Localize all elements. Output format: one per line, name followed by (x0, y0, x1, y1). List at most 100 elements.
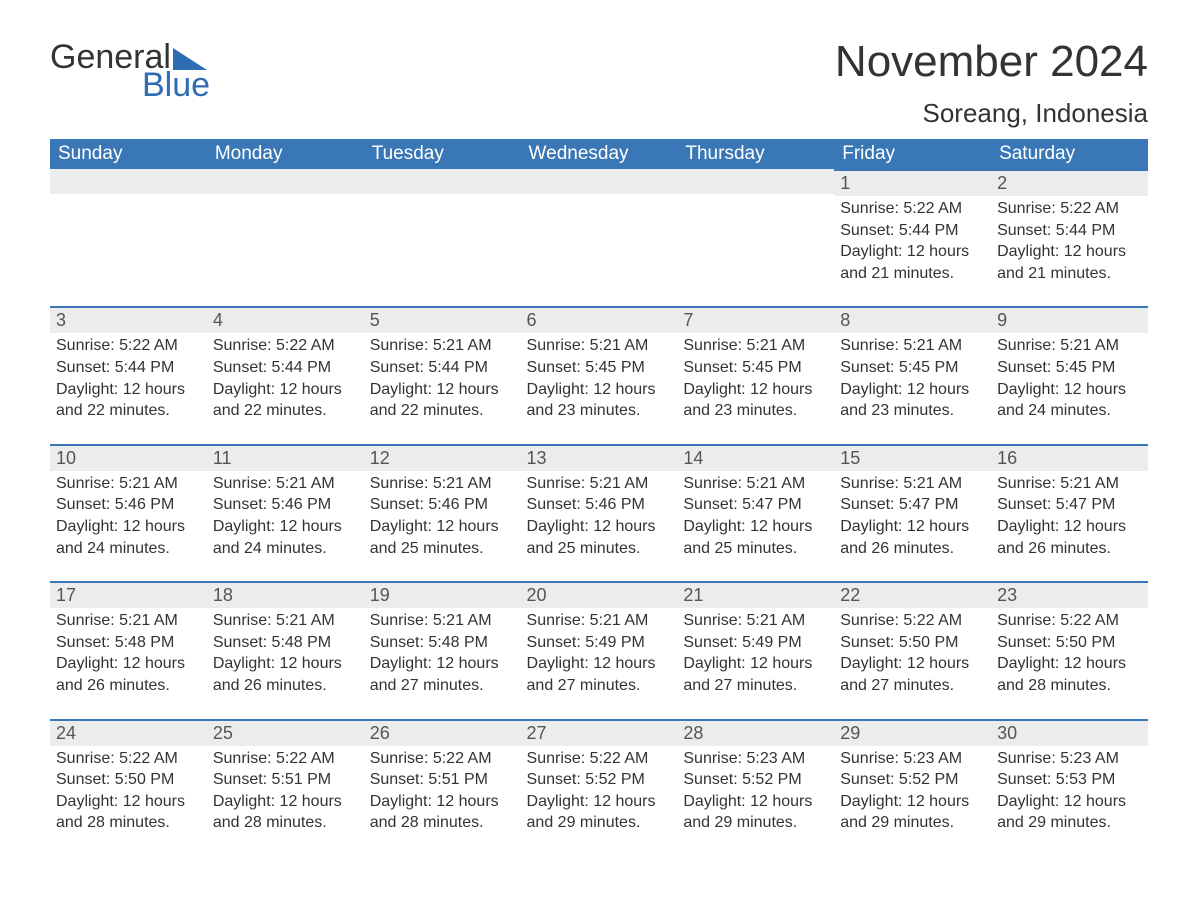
sunset-line: Sunset: 5:44 PM (213, 357, 358, 379)
day-details: Sunrise: 5:21 AMSunset: 5:49 PMDaylight:… (677, 608, 834, 696)
brand-word-blue: Blue (142, 68, 210, 102)
daylight-line-1: Daylight: 12 hours (997, 516, 1142, 538)
day-number: 29 (834, 719, 991, 746)
day-number: 20 (521, 581, 678, 608)
day-number: 11 (207, 444, 364, 471)
day-number: 7 (677, 306, 834, 333)
daylight-line-2: and 26 minutes. (997, 538, 1142, 560)
sunrise-line: Sunrise: 5:21 AM (683, 335, 828, 357)
calendar-day-cell: 21Sunrise: 5:21 AMSunset: 5:49 PMDayligh… (677, 581, 834, 718)
calendar-day-cell: 20Sunrise: 5:21 AMSunset: 5:49 PMDayligh… (521, 581, 678, 718)
daylight-line-2: and 28 minutes. (370, 812, 515, 834)
calendar-day-cell: 24Sunrise: 5:22 AMSunset: 5:50 PMDayligh… (50, 719, 207, 856)
weekday-friday: Friday (834, 139, 991, 169)
day-details: Sunrise: 5:22 AMSunset: 5:51 PMDaylight:… (364, 746, 521, 834)
calendar-day-cell (50, 169, 207, 306)
daylight-line-2: and 27 minutes. (370, 675, 515, 697)
daylight-line-2: and 26 minutes. (840, 538, 985, 560)
day-number: 19 (364, 581, 521, 608)
day-details: Sunrise: 5:21 AMSunset: 5:46 PMDaylight:… (364, 471, 521, 559)
day-details: Sunrise: 5:21 AMSunset: 5:47 PMDaylight:… (834, 471, 991, 559)
calendar-day-cell: 11Sunrise: 5:21 AMSunset: 5:46 PMDayligh… (207, 444, 364, 581)
daylight-line-2: and 26 minutes. (213, 675, 358, 697)
day-details: Sunrise: 5:21 AMSunset: 5:45 PMDaylight:… (991, 333, 1148, 421)
month-title: November 2024 (835, 40, 1148, 84)
daylight-line-2: and 29 minutes. (997, 812, 1142, 834)
sunset-line: Sunset: 5:45 PM (840, 357, 985, 379)
day-details: Sunrise: 5:22 AMSunset: 5:51 PMDaylight:… (207, 746, 364, 834)
daylight-line-1: Daylight: 12 hours (683, 791, 828, 813)
day-number: 18 (207, 581, 364, 608)
daylight-line-1: Daylight: 12 hours (527, 379, 672, 401)
calendar-week-row: 10Sunrise: 5:21 AMSunset: 5:46 PMDayligh… (50, 444, 1148, 581)
daylight-line-1: Daylight: 12 hours (56, 516, 201, 538)
daylight-line-1: Daylight: 12 hours (840, 791, 985, 813)
sunset-line: Sunset: 5:48 PM (56, 632, 201, 654)
daylight-line-2: and 25 minutes. (683, 538, 828, 560)
day-details: Sunrise: 5:21 AMSunset: 5:49 PMDaylight:… (521, 608, 678, 696)
calendar-day-cell: 27Sunrise: 5:22 AMSunset: 5:52 PMDayligh… (521, 719, 678, 856)
day-number: 4 (207, 306, 364, 333)
sunset-line: Sunset: 5:47 PM (997, 494, 1142, 516)
day-number: 13 (521, 444, 678, 471)
sunset-line: Sunset: 5:47 PM (840, 494, 985, 516)
sunset-line: Sunset: 5:48 PM (213, 632, 358, 654)
sunset-line: Sunset: 5:47 PM (683, 494, 828, 516)
daylight-line-1: Daylight: 12 hours (213, 653, 358, 675)
brand-logo: General Blue (50, 40, 210, 102)
sunset-line: Sunset: 5:46 PM (213, 494, 358, 516)
day-number: 1 (834, 169, 991, 196)
daylight-line-2: and 23 minutes. (840, 400, 985, 422)
sunrise-line: Sunrise: 5:21 AM (683, 610, 828, 632)
calendar-table: Sunday Monday Tuesday Wednesday Thursday… (50, 139, 1148, 856)
day-details: Sunrise: 5:21 AMSunset: 5:48 PMDaylight:… (207, 608, 364, 696)
sunrise-line: Sunrise: 5:22 AM (997, 198, 1142, 220)
sunset-line: Sunset: 5:53 PM (997, 769, 1142, 791)
sunrise-line: Sunrise: 5:21 AM (840, 335, 985, 357)
daylight-line-1: Daylight: 12 hours (840, 653, 985, 675)
sunset-line: Sunset: 5:45 PM (683, 357, 828, 379)
day-number: 12 (364, 444, 521, 471)
daylight-line-1: Daylight: 12 hours (370, 379, 515, 401)
day-details: Sunrise: 5:23 AMSunset: 5:52 PMDaylight:… (677, 746, 834, 834)
page: General Blue November 2024 Soreang, Indo… (0, 0, 1188, 896)
day-number: 10 (50, 444, 207, 471)
calendar-day-cell: 29Sunrise: 5:23 AMSunset: 5:52 PMDayligh… (834, 719, 991, 856)
sunrise-line: Sunrise: 5:21 AM (527, 473, 672, 495)
day-details: Sunrise: 5:21 AMSunset: 5:48 PMDaylight:… (50, 608, 207, 696)
calendar-day-cell: 23Sunrise: 5:22 AMSunset: 5:50 PMDayligh… (991, 581, 1148, 718)
calendar-day-cell: 10Sunrise: 5:21 AMSunset: 5:46 PMDayligh… (50, 444, 207, 581)
daylight-line-2: and 28 minutes. (213, 812, 358, 834)
sunset-line: Sunset: 5:46 PM (527, 494, 672, 516)
day-details: Sunrise: 5:21 AMSunset: 5:47 PMDaylight:… (991, 471, 1148, 559)
weekday-sunday: Sunday (50, 139, 207, 169)
sunset-line: Sunset: 5:46 PM (370, 494, 515, 516)
sunset-line: Sunset: 5:44 PM (56, 357, 201, 379)
calendar-day-cell: 25Sunrise: 5:22 AMSunset: 5:51 PMDayligh… (207, 719, 364, 856)
daylight-line-2: and 21 minutes. (840, 263, 985, 285)
sunset-line: Sunset: 5:48 PM (370, 632, 515, 654)
sunrise-line: Sunrise: 5:21 AM (370, 610, 515, 632)
daylight-line-2: and 22 minutes. (56, 400, 201, 422)
sunrise-line: Sunrise: 5:21 AM (997, 473, 1142, 495)
daylight-line-1: Daylight: 12 hours (840, 379, 985, 401)
daylight-line-2: and 25 minutes. (527, 538, 672, 560)
day-details: Sunrise: 5:22 AMSunset: 5:50 PMDaylight:… (834, 608, 991, 696)
calendar-day-cell: 7Sunrise: 5:21 AMSunset: 5:45 PMDaylight… (677, 306, 834, 443)
daylight-line-1: Daylight: 12 hours (527, 653, 672, 675)
day-number: 14 (677, 444, 834, 471)
calendar-day-cell: 12Sunrise: 5:21 AMSunset: 5:46 PMDayligh… (364, 444, 521, 581)
calendar-day-cell: 30Sunrise: 5:23 AMSunset: 5:53 PMDayligh… (991, 719, 1148, 856)
daylight-line-2: and 23 minutes. (683, 400, 828, 422)
day-details: Sunrise: 5:21 AMSunset: 5:46 PMDaylight:… (50, 471, 207, 559)
day-number: 27 (521, 719, 678, 746)
day-details: Sunrise: 5:22 AMSunset: 5:44 PMDaylight:… (207, 333, 364, 421)
calendar-day-cell: 2Sunrise: 5:22 AMSunset: 5:44 PMDaylight… (991, 169, 1148, 306)
sunset-line: Sunset: 5:45 PM (997, 357, 1142, 379)
daylight-line-2: and 25 minutes. (370, 538, 515, 560)
sunset-line: Sunset: 5:50 PM (840, 632, 985, 654)
daylight-line-1: Daylight: 12 hours (683, 653, 828, 675)
calendar-day-cell: 28Sunrise: 5:23 AMSunset: 5:52 PMDayligh… (677, 719, 834, 856)
day-number-empty (207, 169, 364, 194)
sunset-line: Sunset: 5:49 PM (683, 632, 828, 654)
